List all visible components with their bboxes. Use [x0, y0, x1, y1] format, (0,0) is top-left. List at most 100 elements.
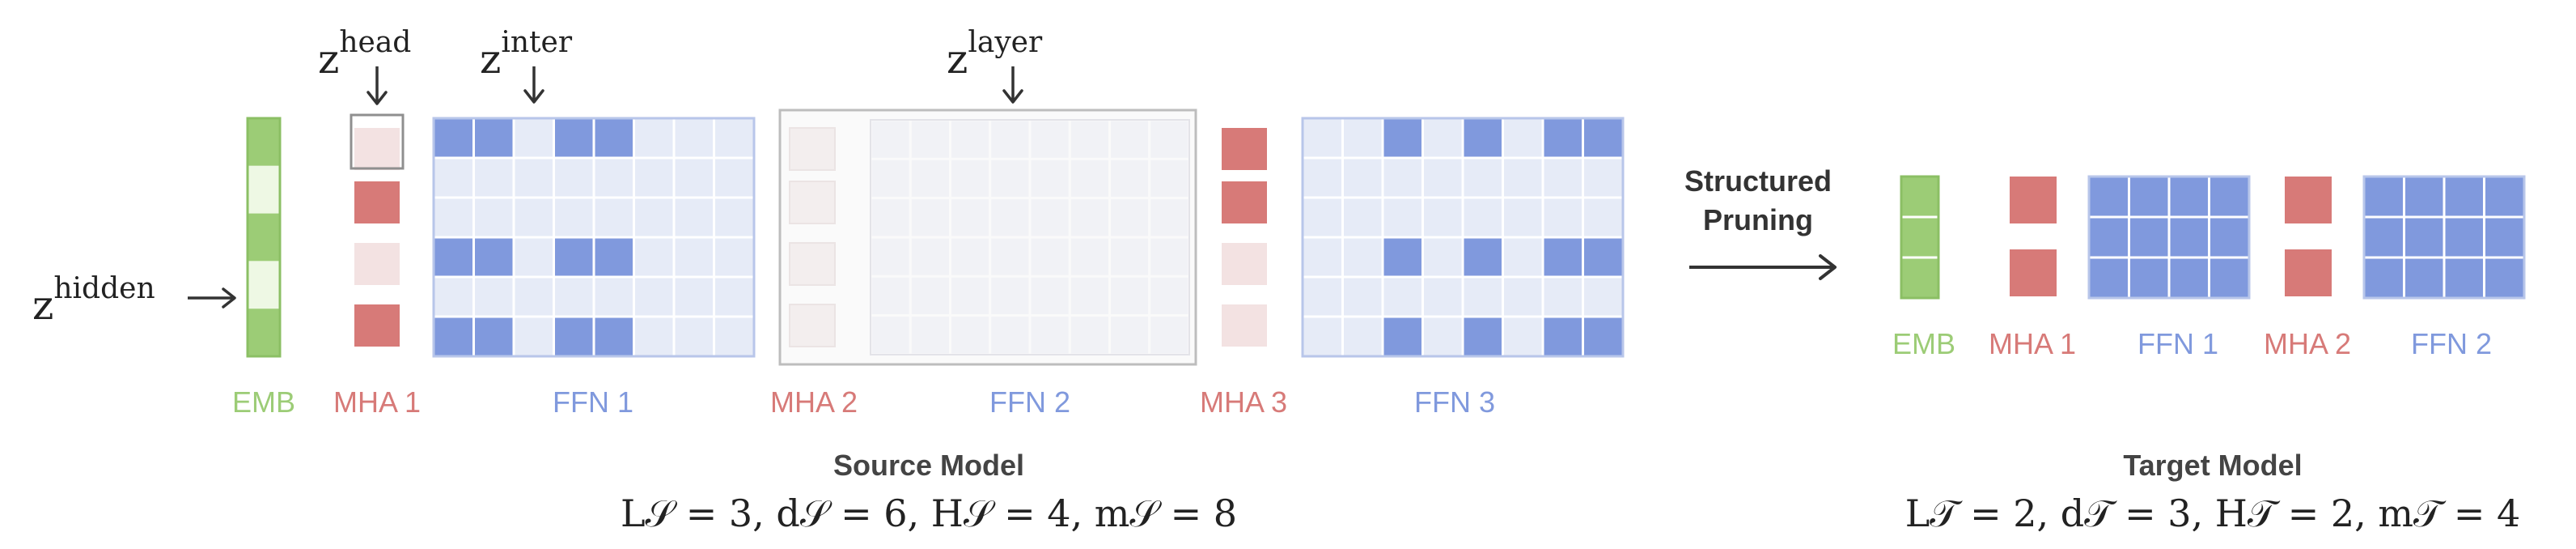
target-emb-segment — [1900, 215, 1940, 259]
source-ffn1-cell — [592, 275, 635, 318]
target-emb-outline — [1900, 175, 1940, 300]
source-ffn3-cell — [1582, 315, 1625, 358]
target-ffn1-cell — [2128, 256, 2171, 300]
source-ffn1-cell — [472, 275, 515, 318]
source-ffn2-cell — [949, 118, 992, 160]
source-ffn1-cell — [432, 275, 475, 318]
source-ffn1-outline — [432, 117, 756, 358]
source-ffn3-cell — [1461, 156, 1504, 199]
source-ffn1-cell — [553, 236, 595, 279]
source-ffn1-cell — [432, 196, 475, 239]
source-ffn2-cell — [1068, 157, 1111, 200]
source-ffn1-cell — [512, 275, 555, 318]
source-ffn1-cell — [472, 236, 515, 279]
source-ffn1-label: FFN 1 — [553, 385, 633, 419]
source-ffn3-cell — [1381, 117, 1424, 160]
source-ffn2-cell — [1068, 118, 1111, 160]
source-ffn3-cell — [1301, 117, 1344, 160]
source-ffn1-cell — [512, 236, 555, 279]
source-mha1-head — [354, 243, 400, 285]
source-ffn1-cell — [713, 117, 756, 160]
source-ffn2-cell — [869, 197, 912, 239]
target-ffn1-cell — [2208, 256, 2251, 300]
source-ffn3-cell — [1582, 236, 1625, 279]
source-ffn2-cell — [949, 236, 992, 278]
z-inter-arrow-head — [523, 89, 544, 104]
source-mha3-head — [1222, 243, 1267, 285]
source-ffn3-cell — [1301, 196, 1344, 239]
source-ffn2-label: FFN 2 — [989, 385, 1070, 419]
target-ffn1-cell — [2128, 175, 2171, 219]
pruning-label-line1: Structured — [1684, 164, 1832, 198]
source-ffn3-cell — [1301, 275, 1344, 318]
source-mha1-head — [354, 128, 400, 170]
source-ffn1-cell — [432, 117, 475, 160]
source-ffn1-cell — [432, 236, 475, 279]
source-ffn1-cell — [672, 117, 715, 160]
source-ffn2-cell — [1108, 274, 1151, 317]
source-ffn3-cell — [1421, 156, 1464, 199]
source-ffn1-cell — [672, 156, 715, 199]
source-ffn3-cell — [1541, 156, 1584, 199]
target-ffn2-cell — [2443, 215, 2485, 259]
source-ffn2-cell — [909, 157, 951, 200]
target-mha1-label: MHA 1 — [1989, 327, 2076, 360]
target-ffn1-cell — [2208, 215, 2251, 259]
source-ffn3-cell — [1301, 156, 1344, 199]
source-ffn2-cell — [909, 118, 951, 160]
source-ffn1-cell — [633, 236, 676, 279]
source-ffn2-cell — [909, 236, 951, 278]
target-ffn1-label: FFN 1 — [2137, 327, 2218, 360]
source-mha2-head — [789, 127, 836, 171]
source-ffn2-cell — [869, 314, 912, 356]
source-ffn3-cell — [1502, 236, 1544, 279]
target-emb-segment — [1900, 175, 1940, 219]
source-ffn1-cell — [512, 156, 555, 199]
target-ffn1-cell — [2167, 175, 2210, 219]
source-ffn2-cell — [1108, 157, 1151, 200]
source-ffn2-cell — [1108, 236, 1151, 278]
target-ffn1-outline — [2087, 175, 2251, 300]
target-ffn1-cell — [2087, 215, 2130, 259]
source-title: Source Model — [833, 449, 1024, 482]
source-ffn2-outline — [870, 119, 1190, 355]
source-ffn3-cell — [1502, 196, 1544, 239]
source-ffn1-cell — [592, 117, 635, 160]
target-ffn1-cell — [2167, 215, 2210, 259]
source-ffn1-cell — [472, 117, 515, 160]
source-ffn2-cell — [1028, 236, 1071, 278]
source-ffn1-cell — [713, 315, 756, 358]
target-ffn2-cell — [2403, 175, 2446, 219]
source-ffn3-cell — [1341, 196, 1384, 239]
source-ffn2-cell — [989, 314, 1032, 356]
target-ffn1-cell — [2128, 215, 2171, 259]
source-ffn2-cell — [1068, 197, 1111, 239]
z-inter-annotation: zinter — [480, 26, 573, 83]
source-ffn3-cell — [1461, 196, 1504, 239]
source-ffn3-label: FFN 3 — [1414, 385, 1495, 419]
source-ffn3-cell — [1541, 315, 1584, 358]
source-ffn2-cell — [1148, 274, 1191, 317]
z-head-annotation: zhead — [318, 26, 411, 83]
source-ffn2-cell — [869, 274, 912, 317]
source-emb-segment — [248, 213, 280, 262]
target-formula: L𝒯 = 2, d𝒯 = 3, H𝒯 = 2, m𝒯 = 4 — [1905, 492, 2521, 535]
source-ffn2-cell — [1148, 236, 1191, 278]
source-emb-segment — [248, 261, 280, 309]
z-layer-arrow-head — [1002, 89, 1023, 104]
source-ffn2-cell — [909, 197, 951, 239]
source-ffn1-cell — [592, 315, 635, 358]
source-mha2-label: MHA 2 — [770, 385, 858, 419]
source-ffn2-cell — [909, 314, 951, 356]
source-ffn1-cell — [713, 196, 756, 239]
target-ffn2-cell — [2483, 175, 2526, 219]
z-layer-annotation: zlayer — [947, 26, 1043, 83]
z-hidden-arrow-head — [222, 287, 236, 309]
source-ffn1-cell — [512, 315, 555, 358]
target-ffn1-cell — [2208, 175, 2251, 219]
source-ffn2-cell — [1108, 197, 1151, 239]
source-ffn2-cell — [909, 274, 951, 317]
source-mha3-head — [1222, 181, 1267, 223]
source-ffn1-cell — [633, 315, 676, 358]
source-ffn2-cell — [989, 118, 1032, 160]
